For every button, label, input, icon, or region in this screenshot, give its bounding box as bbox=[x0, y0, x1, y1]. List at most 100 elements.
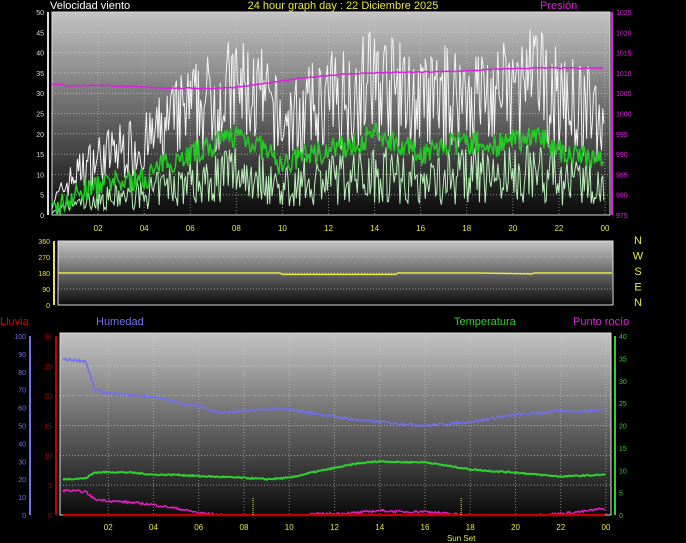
humidity-tick-label: 60 bbox=[18, 406, 26, 413]
climate-x-tick-label: 06 bbox=[194, 523, 203, 532]
humidity-tick-label: 0 bbox=[22, 513, 26, 520]
humidity-tick-label: 100 bbox=[14, 334, 26, 341]
humidity-series-line bbox=[62, 357, 606, 428]
pressure-tick-label: 995 bbox=[616, 132, 628, 139]
direction-tick-label: 90 bbox=[42, 287, 50, 294]
direction-series-line bbox=[58, 272, 612, 276]
wind-x-tick-label: 20 bbox=[508, 224, 517, 233]
direction-tick-label: 360 bbox=[38, 239, 50, 246]
wind-x-tick-label: 02 bbox=[94, 224, 103, 233]
humidity-tick-label: 70 bbox=[18, 388, 26, 395]
direction-tick-label: 0 bbox=[46, 303, 50, 310]
wind-x-tick-label: 22 bbox=[554, 224, 563, 233]
wind-speed-tick-label: 10 bbox=[36, 172, 44, 179]
temperature-tick-label: 35 bbox=[619, 356, 627, 363]
pressure-tick-label: 1000 bbox=[616, 112, 632, 119]
pressure-tick-label: 1010 bbox=[616, 71, 632, 78]
wind-speed-tick-label: 15 bbox=[36, 152, 44, 159]
humidity-tick-label: 80 bbox=[18, 370, 26, 377]
wind-x-tick-label: 08 bbox=[232, 224, 241, 233]
wind-speed-tick-label: 25 bbox=[36, 112, 44, 119]
pressure-tick-label: 1025 bbox=[616, 10, 632, 17]
climate-x-tick-label: 20 bbox=[511, 523, 520, 532]
wind-low-series-line bbox=[51, 144, 605, 215]
wind-title: Velocidad viento bbox=[50, 0, 130, 12]
climate-x-tick-label: 22 bbox=[556, 523, 565, 532]
climate-x-tick-label: 08 bbox=[240, 523, 249, 532]
climate-x-tick-label: 04 bbox=[149, 523, 158, 532]
pressure-tick-label: 990 bbox=[616, 152, 628, 159]
wind-speed-tick-label: 35 bbox=[36, 71, 44, 78]
wind-speed-tick-label: 30 bbox=[36, 91, 44, 98]
temperature-tick-label: 5 bbox=[619, 491, 623, 498]
rain-tick-label: 30 bbox=[44, 334, 52, 341]
temperature-tick-label: 10 bbox=[619, 468, 627, 475]
climate-x-tick-label: 00 bbox=[602, 523, 611, 532]
wind-x-tick-label: 12 bbox=[324, 224, 333, 233]
pressure-tick-label: 985 bbox=[616, 172, 628, 179]
temperature-tick-label: 20 bbox=[619, 424, 627, 431]
temperature-tick-label: 15 bbox=[619, 446, 627, 453]
temperature-tick-label: 0 bbox=[619, 513, 623, 520]
pressure-title: Presión bbox=[540, 0, 577, 12]
rain-tick-label: 0 bbox=[48, 513, 52, 520]
climate-x-tick-label: 12 bbox=[330, 523, 339, 532]
dewpoint-title: Punto rocío bbox=[573, 316, 629, 328]
main-title: 24 hour graph day : 22 Diciembre 2025 bbox=[248, 0, 439, 12]
pressure-tick-label: 1005 bbox=[616, 91, 632, 98]
compass-label: W bbox=[633, 251, 644, 263]
direction-tick-label: 180 bbox=[38, 271, 50, 278]
humidity-tick-label: 40 bbox=[18, 441, 26, 448]
wind-speed-tick-label: 45 bbox=[36, 30, 44, 37]
temperature-tick-label: 40 bbox=[619, 334, 627, 341]
temperature-series-line bbox=[62, 459, 606, 481]
gust-series-line bbox=[51, 29, 605, 209]
rain-tick-label: 5 bbox=[48, 483, 52, 490]
rain-title: Lluvia bbox=[0, 316, 30, 328]
wind-x-tick-label: 00 bbox=[601, 224, 610, 233]
pressure-tick-label: 1020 bbox=[616, 30, 632, 37]
humidity-tick-label: 20 bbox=[18, 477, 26, 484]
rain-tick-label: 20 bbox=[44, 394, 52, 401]
rain-tick-label: 15 bbox=[44, 424, 52, 431]
climate-x-tick-label: 10 bbox=[285, 523, 294, 532]
wind-speed-tick-label: 20 bbox=[36, 132, 44, 139]
direction-tick-label: 270 bbox=[38, 255, 50, 262]
wind-x-tick-label: 04 bbox=[140, 224, 149, 233]
climate-plot-area bbox=[59, 332, 612, 516]
wind-x-tick-label: 10 bbox=[278, 224, 287, 233]
pressure-tick-label: 1015 bbox=[616, 51, 632, 58]
compass-label: S bbox=[634, 266, 641, 278]
pressure-series-line bbox=[51, 66, 603, 90]
wind-speed-tick-label: 5 bbox=[40, 193, 44, 200]
climate-x-tick-label: 16 bbox=[421, 523, 430, 532]
climate-x-tick-label: 02 bbox=[104, 523, 113, 532]
compass-label: E bbox=[634, 282, 641, 294]
rain-tick-label: 10 bbox=[44, 453, 52, 460]
wind-speed-tick-label: 0 bbox=[40, 213, 44, 220]
wind-x-tick-label: 14 bbox=[370, 224, 379, 233]
humidity-tick-label: 10 bbox=[18, 495, 26, 502]
wind-x-tick-label: 06 bbox=[186, 224, 195, 233]
wind-average-series-line bbox=[51, 122, 605, 215]
compass-label: N bbox=[634, 297, 642, 309]
wind-speed-tick-label: 50 bbox=[36, 10, 44, 17]
climate-x-tick-label: 18 bbox=[466, 523, 475, 532]
temperature-tick-label: 30 bbox=[619, 379, 627, 386]
pressure-tick-label: 975 bbox=[616, 213, 628, 220]
sunset-label: Sun Set bbox=[447, 534, 476, 543]
wind-x-tick-label: 18 bbox=[462, 224, 471, 233]
wind-x-tick-label: 16 bbox=[416, 224, 425, 233]
humidity-title: Humedad bbox=[96, 316, 144, 328]
humidity-tick-label: 30 bbox=[18, 459, 26, 466]
temperature-title: Temperatura bbox=[454, 316, 517, 328]
temperature-tick-label: 25 bbox=[619, 401, 627, 408]
climate-x-tick-label: 14 bbox=[375, 523, 384, 532]
humidity-tick-label: 50 bbox=[18, 424, 26, 431]
wind-speed-tick-label: 40 bbox=[36, 51, 44, 58]
pressure-tick-label: 980 bbox=[616, 193, 628, 200]
rain-tick-label: 25 bbox=[44, 364, 52, 371]
compass-label: N bbox=[634, 235, 642, 247]
humidity-tick-label: 90 bbox=[18, 352, 26, 359]
